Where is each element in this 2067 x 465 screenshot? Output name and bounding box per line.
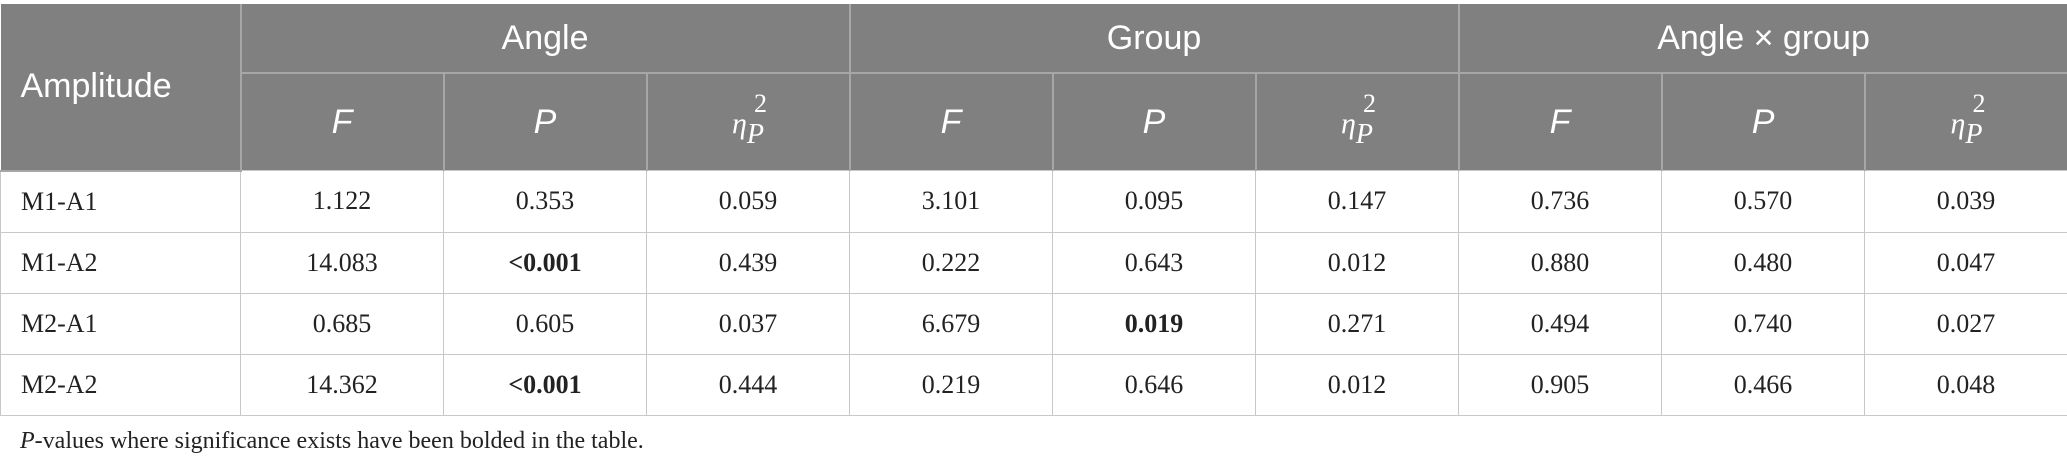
table-cell: 0.095 — [1052, 170, 1256, 232]
row-label: M1-A1 — [0, 170, 241, 232]
table-cell: 6.679 — [849, 292, 1053, 354]
row-label: M1-A2 — [0, 231, 241, 293]
table-cell: 0.222 — [849, 231, 1053, 293]
header-row-groups: Amplitude Angle Group Angle × group — [0, 4, 2067, 172]
table-cell: 0.740 — [1661, 292, 1865, 354]
table-cell: 0.048 — [1864, 353, 2067, 416]
stat-p-header: P — [1660, 73, 1865, 171]
table-cell: 0.271 — [1254, 292, 1459, 354]
stat-p-header: P — [1051, 73, 1256, 171]
table-cell: 0.219 — [849, 353, 1053, 416]
table-footnote: P-values where significance exists have … — [20, 428, 644, 455]
table-cell: 14.362 — [240, 353, 444, 416]
stat-f-header: F — [239, 73, 444, 171]
table-cell: 0.905 — [1458, 353, 1662, 416]
row-label: M2-A2 — [0, 353, 241, 416]
table-cell: 0.646 — [1052, 353, 1256, 416]
table-cell: 3.101 — [849, 170, 1053, 232]
table-cell: 0.685 — [240, 292, 444, 354]
stat-f-header: F — [1457, 73, 1662, 171]
stat-p-header: P — [442, 73, 647, 171]
table-cell: 0.039 — [1864, 170, 2067, 232]
table-row: M1-A2 14.083 <0.001 0.439 0.222 0.643 0.012 0.8… — [0, 231, 2067, 293]
footnote-italic-p: P — [20, 428, 35, 454]
table-cell: 0.439 — [646, 231, 850, 293]
table-row: M2-A2 14.362 <0.001 0.444 0.219 0.646 0.012 0.9… — [0, 353, 2067, 416]
table-cell: 0.736 — [1458, 170, 1662, 232]
table-cell: 0.059 — [646, 170, 850, 232]
table-cell: 0.353 — [443, 170, 647, 232]
table-row: M2-A1 0.685 0.605 0.037 6.679 0.019 0.271 0.494… — [0, 292, 2067, 354]
table-cell: 0.444 — [646, 353, 850, 416]
angle-x-group-header: Angle × group — [1457, 4, 2067, 74]
table-cell: 0.047 — [1864, 231, 2067, 293]
table-body: M1-A1 1.122 0.353 0.059 3.101 0.095 0.147 0.736… — [0, 170, 2067, 416]
table-cell: 0.019 — [1052, 292, 1256, 354]
row-label: M2-A1 — [0, 292, 241, 354]
stat-f-header: F — [848, 73, 1053, 171]
table-cell: 14.083 — [240, 231, 444, 293]
amplitude-header: Amplitude — [0, 4, 241, 172]
table-cell: 0.480 — [1661, 231, 1865, 293]
footnote-text: -values where significance exists have b… — [34, 428, 644, 454]
table-cell: <0.001 — [443, 231, 647, 293]
table-cell: 1.122 — [240, 170, 444, 232]
table-cell: 0.880 — [1458, 231, 1662, 293]
table-cell: 0.494 — [1458, 292, 1662, 354]
table-cell: 0.570 — [1661, 170, 1865, 232]
table-cell: 0.037 — [646, 292, 850, 354]
table-row: M1-A1 1.122 0.353 0.059 3.101 0.095 0.147 0.736… — [0, 170, 2067, 232]
table-cell: 0.012 — [1254, 231, 1459, 293]
results-table: Amplitude Angle Group Angle × group F P … — [0, 4, 2067, 416]
group-header: Group — [848, 4, 1459, 74]
table-cell: 0.147 — [1254, 170, 1459, 232]
angle-header: Angle — [239, 4, 850, 74]
table-cell: 0.643 — [1052, 231, 1256, 293]
table-cell: 0.027 — [1864, 292, 2067, 354]
table-cell: 0.012 — [1254, 353, 1459, 416]
table-cell: 0.605 — [443, 292, 647, 354]
table-cell: <0.001 — [443, 353, 647, 416]
table-cell: 0.466 — [1661, 353, 1865, 416]
